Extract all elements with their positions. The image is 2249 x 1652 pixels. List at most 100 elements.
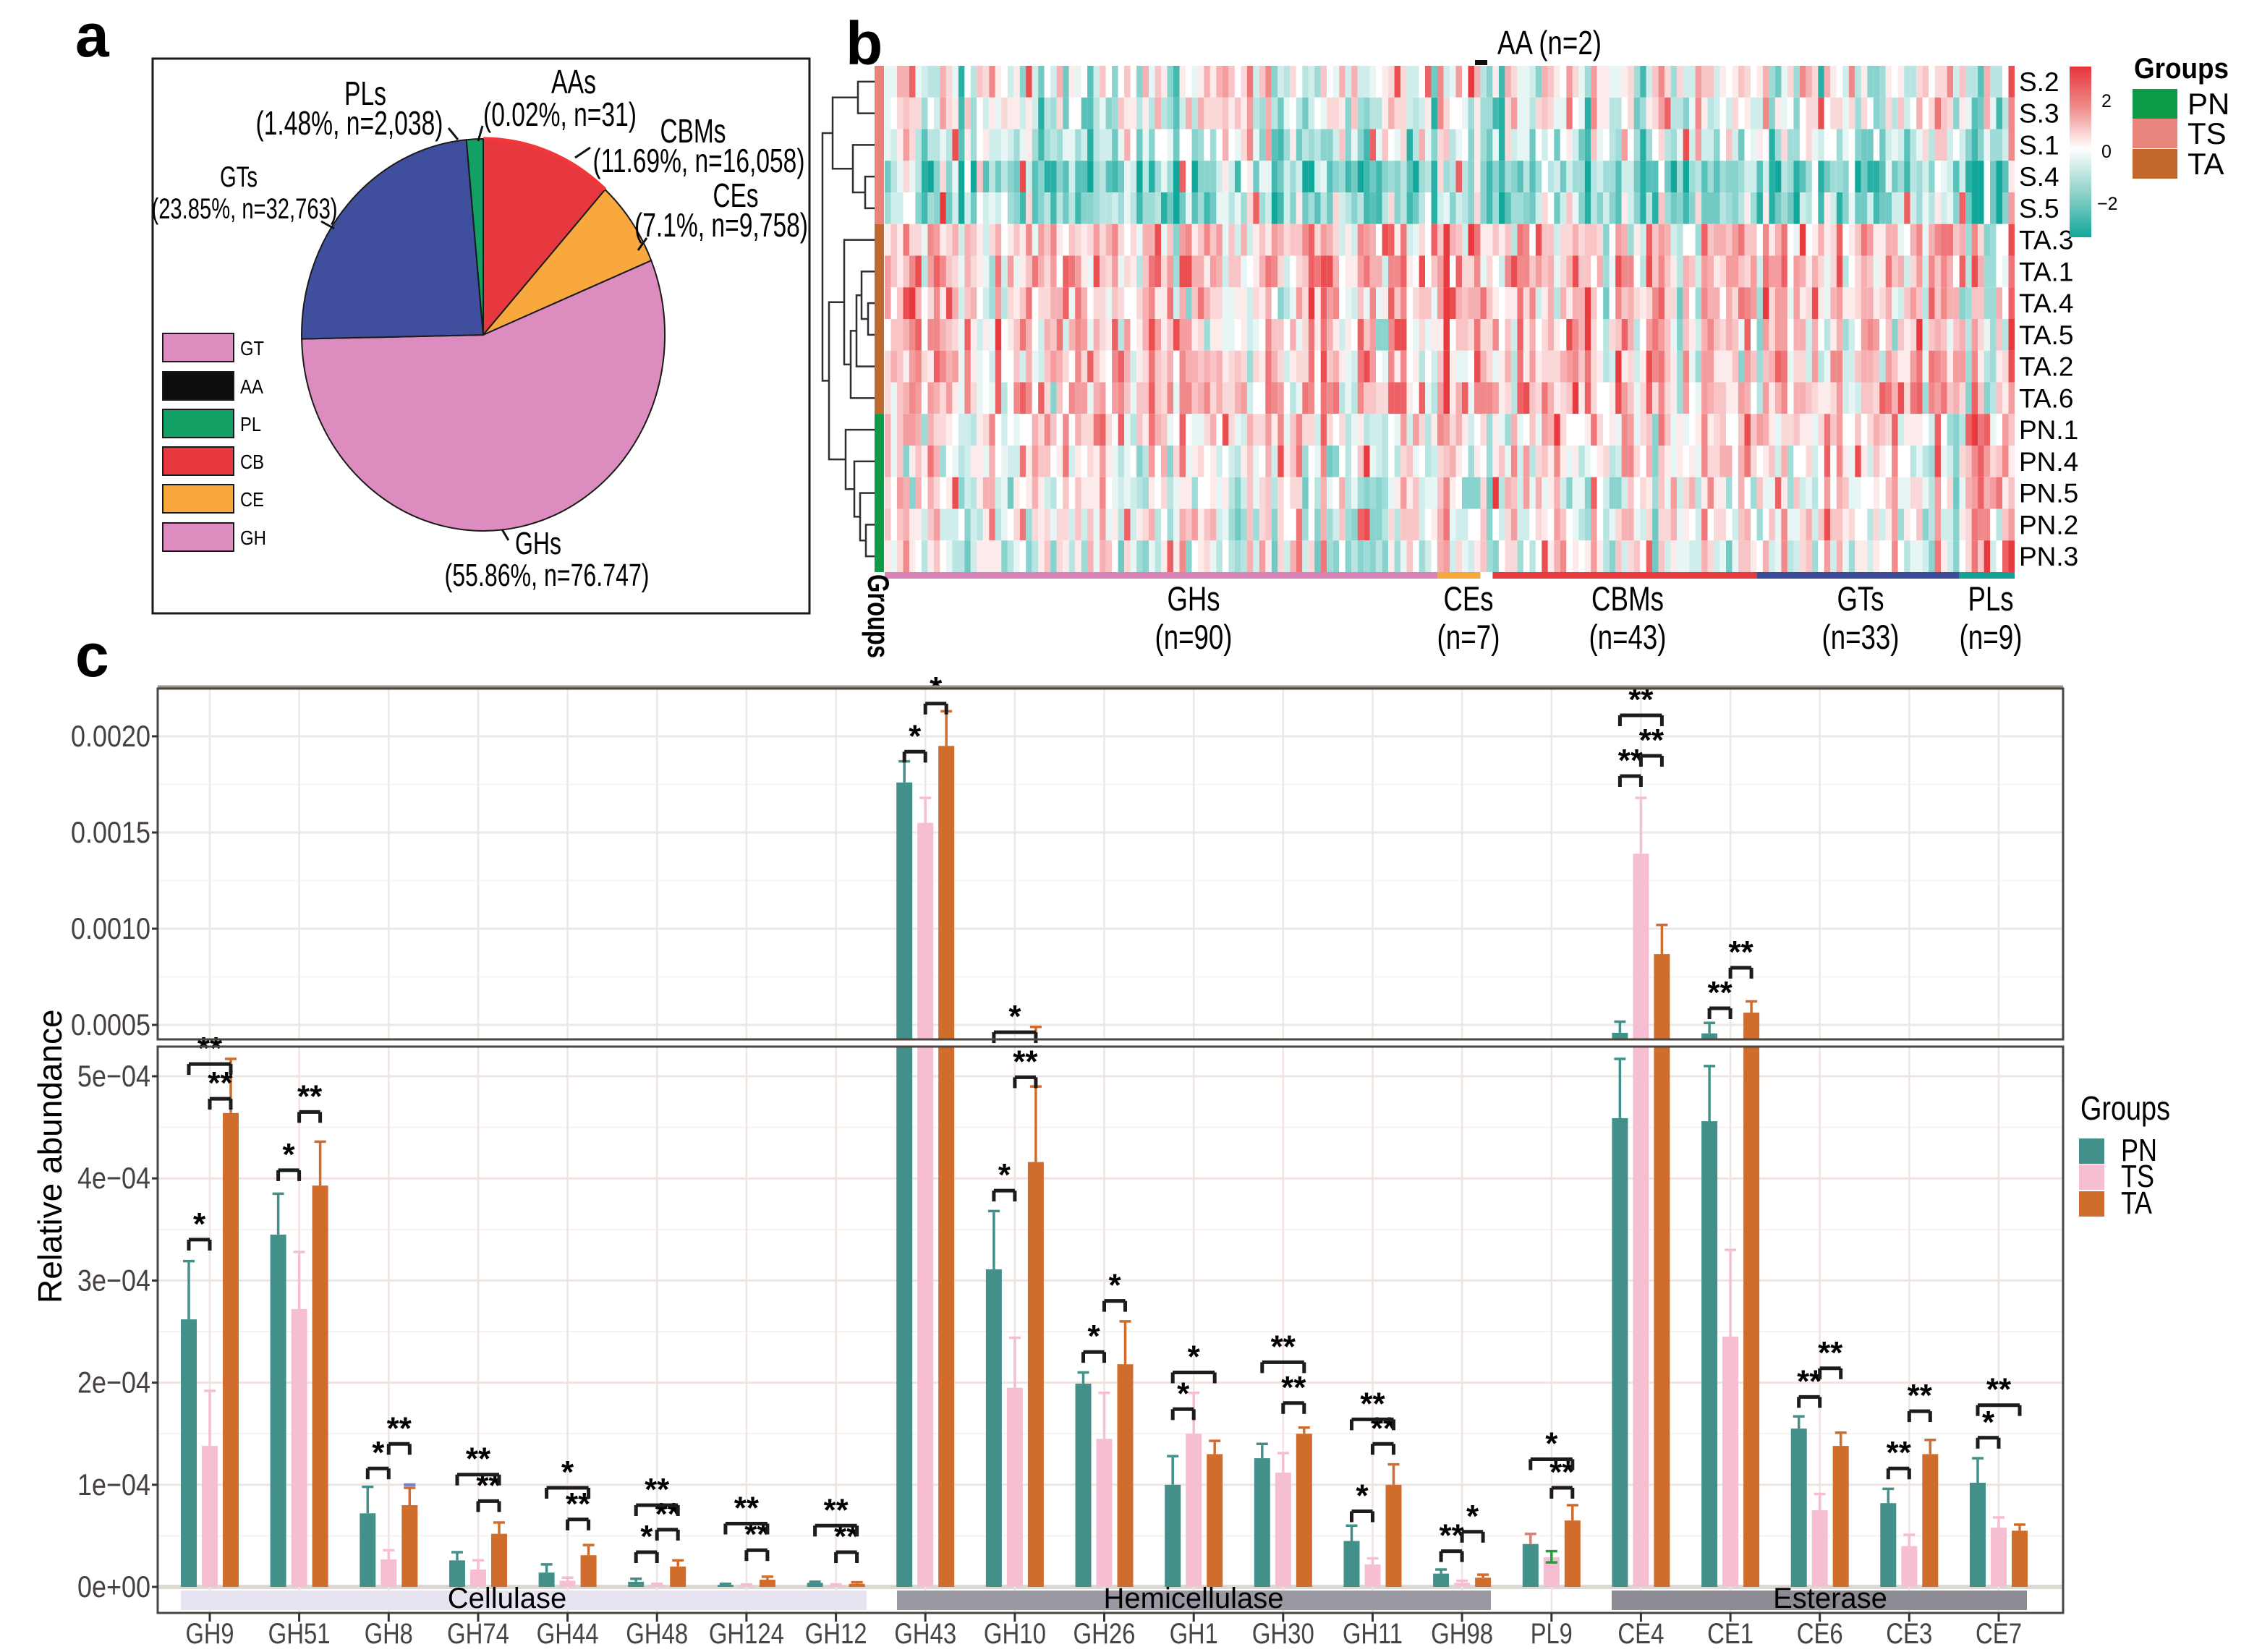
svg-text:GH98: GH98 — [1431, 1618, 1493, 1650]
svg-text:S.1: S.1 — [2019, 130, 2059, 160]
svg-text:CE7: CE7 — [1976, 1618, 2022, 1650]
svg-text:3e−04: 3e−04 — [77, 1263, 150, 1297]
svg-text:GH30: GH30 — [1252, 1618, 1314, 1650]
svg-text:Groups: Groups — [2134, 53, 2229, 85]
svg-text:(n=7): (n=7) — [1437, 618, 1500, 656]
svg-text:PLs: PLs — [344, 74, 386, 112]
svg-text:TA.1: TA.1 — [2019, 257, 2073, 286]
svg-text:**: ** — [466, 1442, 491, 1477]
svg-text:GH43: GH43 — [894, 1618, 956, 1650]
svg-text:*: * — [640, 1519, 653, 1554]
svg-text:GH: GH — [240, 527, 266, 549]
svg-text:CEs: CEs — [713, 176, 759, 214]
svg-text:a: a — [75, 1, 110, 69]
svg-text:*: * — [1177, 1376, 1190, 1411]
svg-text:TA.6: TA.6 — [2019, 383, 2073, 413]
svg-text:CE4: CE4 — [1617, 1618, 1664, 1650]
svg-text:*: * — [1356, 1478, 1369, 1514]
svg-text:PN.3: PN.3 — [2019, 542, 2078, 571]
svg-text:*: * — [1008, 999, 1021, 1034]
svg-text:(n=9): (n=9) — [1960, 618, 2023, 656]
svg-text:GTs: GTs — [220, 161, 258, 193]
svg-text:GH48: GH48 — [626, 1618, 688, 1650]
svg-text:Relative abundance: Relative abundance — [31, 1009, 69, 1303]
svg-text:2: 2 — [2101, 91, 2112, 111]
svg-text:Groups: Groups — [862, 574, 896, 658]
svg-text:*: * — [372, 1435, 385, 1470]
svg-text:PN.2: PN.2 — [2019, 510, 2078, 540]
svg-text:*: * — [283, 1137, 296, 1172]
svg-text:−2: −2 — [2097, 194, 2118, 214]
svg-text:Cellulase: Cellulase — [448, 1583, 567, 1614]
svg-text:Hemicellulase: Hemicellulase — [1104, 1583, 1284, 1614]
svg-text:**: ** — [1908, 1378, 1933, 1413]
svg-text:**: ** — [1986, 1372, 2012, 1408]
svg-text:CE1: CE1 — [1707, 1618, 1753, 1650]
svg-text:PN.1: PN.1 — [2019, 415, 2078, 445]
svg-text:TA.3: TA.3 — [2019, 226, 2073, 255]
svg-text:0e+00: 0e+00 — [77, 1570, 150, 1604]
svg-text:(7.1%, n=9,758): (7.1%, n=9,758) — [634, 206, 808, 244]
svg-text:GH10: GH10 — [984, 1618, 1046, 1650]
svg-text:*: * — [561, 1455, 574, 1490]
svg-text:S.3: S.3 — [2019, 99, 2059, 129]
svg-text:Groups: Groups — [2080, 1089, 2170, 1127]
svg-text:TA.2: TA.2 — [2019, 352, 2073, 382]
svg-text:(11.69%, n=16,058): (11.69%, n=16,058) — [593, 142, 805, 179]
svg-text:S.5: S.5 — [2019, 194, 2059, 223]
svg-text:**: ** — [645, 1472, 670, 1507]
svg-text:GH124: GH124 — [709, 1618, 784, 1650]
svg-text:GH8: GH8 — [365, 1618, 413, 1650]
svg-text:*: * — [193, 1206, 206, 1242]
svg-text:TA: TA — [2188, 147, 2224, 181]
svg-text:0.0015: 0.0015 — [71, 815, 150, 849]
svg-text:*: * — [998, 1157, 1011, 1193]
svg-text:**: ** — [1707, 975, 1733, 1010]
svg-text:TS: TS — [2121, 1159, 2154, 1194]
svg-text:**: ** — [1281, 1370, 1306, 1405]
svg-text:GTs: GTs — [1837, 579, 1884, 618]
svg-text:AAs: AAs — [551, 63, 596, 101]
svg-text:AA (n=2): AA (n=2) — [1497, 24, 1602, 61]
svg-text:**: ** — [734, 1491, 760, 1526]
svg-text:TA.5: TA.5 — [2019, 320, 2073, 350]
svg-text:*: * — [1087, 1319, 1100, 1354]
svg-text:2e−04: 2e−04 — [77, 1366, 150, 1400]
svg-text:PN: PN — [2188, 87, 2229, 121]
svg-text:*: * — [909, 718, 922, 754]
svg-text:GH11: GH11 — [1343, 1618, 1403, 1650]
svg-text:GH51: GH51 — [268, 1618, 331, 1650]
svg-text:(23.85%, n=32,763): (23.85%, n=32,763) — [152, 193, 338, 225]
svg-text:**: ** — [823, 1492, 849, 1528]
svg-text:S.4: S.4 — [2019, 162, 2059, 192]
svg-text:GHs: GHs — [1168, 579, 1220, 618]
svg-text:PN.4: PN.4 — [2019, 447, 2078, 477]
svg-text:(n=43): (n=43) — [1589, 618, 1667, 656]
svg-text:CE6: CE6 — [1797, 1618, 1843, 1650]
svg-text:CB: CB — [240, 451, 264, 473]
svg-text:PL: PL — [240, 413, 261, 435]
svg-text:(n=90): (n=90) — [1155, 618, 1233, 656]
svg-text:TA: TA — [2121, 1185, 2153, 1221]
svg-text:GT: GT — [240, 337, 264, 359]
svg-text:CEs: CEs — [1444, 579, 1494, 618]
svg-text:GH26: GH26 — [1074, 1618, 1136, 1650]
svg-text:TA.4: TA.4 — [2019, 289, 2073, 318]
svg-text:**: ** — [1013, 1044, 1038, 1079]
svg-text:(1.48%, n=2,038): (1.48%, n=2,038) — [256, 104, 443, 142]
svg-text:GH9: GH9 — [186, 1618, 234, 1650]
svg-text:S.2: S.2 — [2019, 67, 2059, 97]
svg-text:*: * — [1466, 1499, 1479, 1534]
svg-text:0: 0 — [2101, 142, 2112, 162]
svg-text:**: ** — [1360, 1386, 1385, 1421]
svg-text:GHs: GHs — [515, 526, 561, 561]
svg-text:*: * — [1982, 1405, 1995, 1440]
svg-text:**: ** — [1818, 1335, 1843, 1371]
svg-text:PLs: PLs — [1968, 579, 2014, 618]
svg-text:**: ** — [1728, 934, 1753, 970]
svg-text:GH12: GH12 — [805, 1618, 867, 1650]
svg-text:PN.5: PN.5 — [2019, 479, 2078, 508]
svg-text:GH74: GH74 — [447, 1618, 509, 1650]
svg-text:**: ** — [1887, 1435, 1912, 1470]
svg-text:(0.02%, n=31): (0.02%, n=31) — [483, 95, 637, 133]
